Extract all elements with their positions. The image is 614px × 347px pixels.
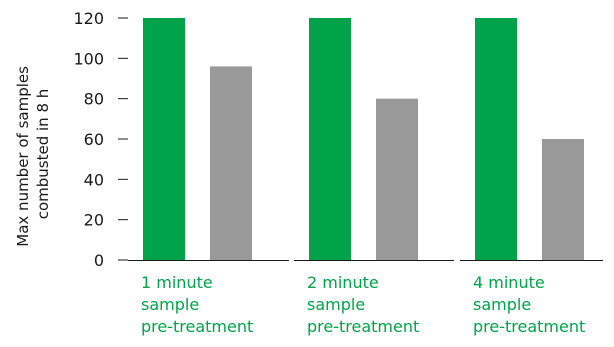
category-label-line: 1 minute bbox=[141, 273, 213, 292]
y-tick-label: 120 bbox=[73, 9, 104, 28]
category-label-2: 2 minute sample pre-treatment bbox=[307, 273, 419, 336]
category-label-1: 1 minute sample pre-treatment bbox=[141, 273, 253, 336]
bar-series-1-category-1 bbox=[143, 18, 185, 260]
bar-series-2-category-3 bbox=[542, 139, 584, 260]
y-tick-label: 100 bbox=[73, 49, 104, 68]
y-axis: 0 20 40 60 80 100 120 bbox=[73, 9, 128, 270]
y-tick-label: 80 bbox=[84, 90, 104, 109]
x-axis: 1 minute sample pre-treatment 2 minute sampl… bbox=[128, 260, 603, 336]
y-axis-label: Max number of samples combusted in 8 h bbox=[14, 61, 52, 246]
y-tick-label: 0 bbox=[94, 251, 104, 270]
category-label-3: 4 minute sample pre-treatment bbox=[473, 273, 585, 336]
y-tick-label: 60 bbox=[84, 130, 104, 149]
y-tick-label: 40 bbox=[84, 170, 104, 189]
bars bbox=[143, 18, 584, 261]
category-label-line: 2 minute bbox=[307, 273, 379, 292]
category-label-line: pre-treatment bbox=[141, 317, 253, 336]
category-label-line: pre-treatment bbox=[473, 317, 585, 336]
category-label-line: sample bbox=[307, 295, 365, 314]
category-label-line: sample bbox=[141, 295, 199, 314]
bar-series-1-category-3 bbox=[475, 18, 517, 260]
bar-series-2-category-1 bbox=[210, 66, 252, 261]
y-tick-label: 20 bbox=[84, 211, 104, 230]
category-label-line: sample bbox=[473, 295, 531, 314]
bar-series-2-category-2 bbox=[376, 98, 418, 261]
y-axis-label-line-2: combusted in 8 h bbox=[34, 89, 52, 220]
category-label-line: 4 minute bbox=[473, 273, 545, 292]
y-axis-label-line-1: Max number of samples bbox=[14, 66, 32, 247]
category-label-line: pre-treatment bbox=[307, 317, 419, 336]
bar-series-1-category-2 bbox=[309, 18, 351, 260]
